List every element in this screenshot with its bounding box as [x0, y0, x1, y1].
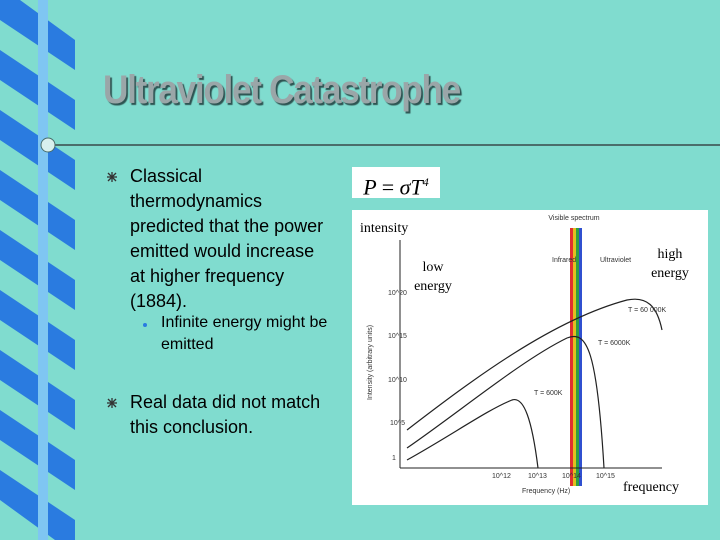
figure-drawing: Visible spectrum Infrared Ultraviolet T … [367, 215, 667, 495]
tick-label: 10^12 [492, 473, 511, 480]
formula-part: 4 [422, 175, 429, 189]
formula: P = σT4 [352, 167, 440, 200]
tick-label: 10^14 [562, 473, 581, 480]
formula-part: T [410, 174, 423, 200]
overlay-label: frequency [623, 480, 679, 496]
overlay-label: intensity [360, 221, 409, 236]
axis-title: Frequency (Hz) [522, 488, 570, 495]
tick-label: 10^20 [388, 290, 407, 297]
bullet: Classical thermodynamics predicted that … [130, 166, 324, 311]
figure-label: Infrared [552, 257, 576, 264]
overlay-label: high energy [645, 245, 695, 283]
tick-label: 10^5 [390, 420, 405, 427]
formula-part: σ [399, 174, 411, 200]
tick-label: 10^15 [596, 473, 615, 480]
overlay-label: low energy [408, 258, 458, 296]
figure-label: Ultraviolet [600, 257, 631, 264]
sub-bullet: Infinite energy might be emitted [161, 314, 328, 353]
curve-label: T = 6000K [598, 340, 631, 347]
curve-label: T = 60 000K [628, 307, 667, 314]
slide-title: Ultraviolet Catastrophe [103, 68, 461, 112]
formula-part: = [381, 174, 395, 200]
tick-label: 10^15 [388, 333, 407, 340]
tick-label: 10^10 [388, 377, 407, 384]
curve-label: T = 600K [534, 390, 563, 397]
axis-title: Intensity (arbitrary units) [367, 325, 374, 400]
tick-label: 10^13 [528, 473, 547, 480]
figure-label: Visible spectrum [548, 215, 599, 222]
bullet: Real data did not match this conclusion. [130, 392, 321, 437]
formula-part: P [363, 174, 377, 200]
tick-label: 1 [392, 455, 396, 462]
